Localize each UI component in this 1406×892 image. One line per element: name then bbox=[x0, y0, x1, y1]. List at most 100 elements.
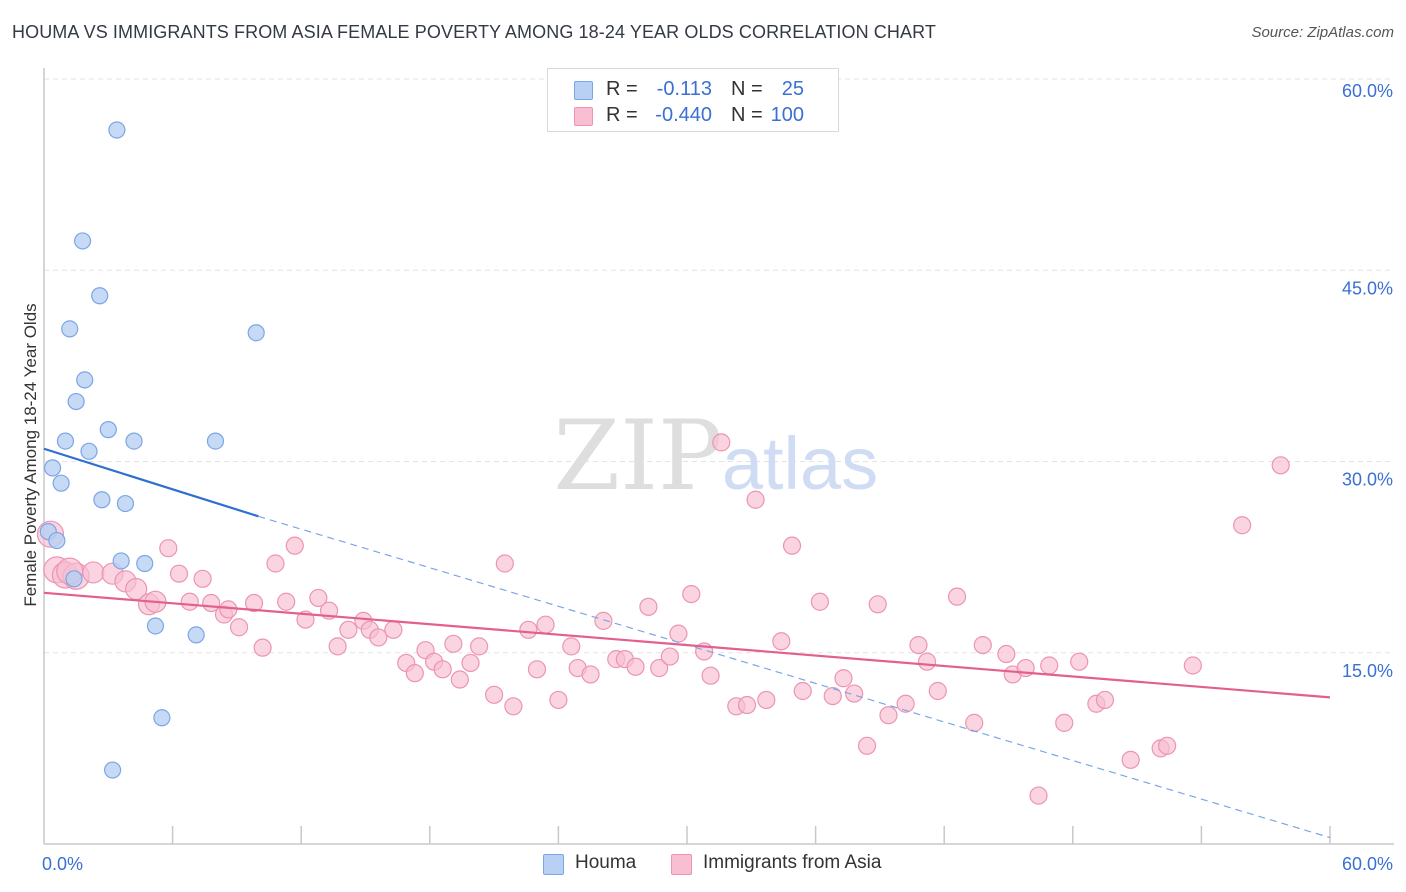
asia-point bbox=[823, 686, 842, 706]
asia-point bbox=[519, 620, 538, 639]
asia-point bbox=[219, 600, 238, 619]
asia-point bbox=[328, 637, 347, 656]
watermark-atlas: atlas bbox=[722, 422, 878, 505]
y-tick-label: 30.0% bbox=[1342, 470, 1393, 490]
asia-point bbox=[549, 690, 568, 710]
asia-point bbox=[868, 595, 887, 614]
houma-point bbox=[91, 287, 109, 305]
asia-point bbox=[701, 666, 720, 685]
houma-point bbox=[52, 474, 70, 492]
asia-trend-line bbox=[43, 591, 1331, 699]
n-label: N = bbox=[731, 104, 763, 126]
asia-point bbox=[253, 638, 272, 657]
asia-point bbox=[1029, 786, 1048, 805]
asia-point bbox=[737, 695, 757, 715]
asia-point bbox=[469, 637, 489, 656]
asia-point bbox=[229, 618, 249, 637]
asia-point bbox=[277, 592, 296, 611]
asia-point bbox=[947, 587, 967, 606]
legend-row-houma: R = -0.113 N = 25 bbox=[548, 76, 838, 102]
asia-point bbox=[965, 713, 984, 732]
asia-point bbox=[485, 685, 504, 704]
houma-point bbox=[61, 320, 79, 338]
asia-point bbox=[757, 690, 776, 710]
asia-point bbox=[660, 647, 679, 666]
asia-point bbox=[444, 634, 463, 653]
n-value: 25 bbox=[781, 78, 804, 100]
y-axis-label: Female Poverty Among 18-24 Year Olds bbox=[21, 303, 40, 607]
asia-point bbox=[285, 536, 304, 555]
asia-point bbox=[834, 669, 853, 688]
asia-point bbox=[536, 615, 555, 634]
gridlines bbox=[44, 78, 1394, 654]
houma-point bbox=[146, 617, 165, 635]
houma-point bbox=[153, 709, 171, 727]
houma-legend-swatch bbox=[543, 854, 564, 875]
asia-point bbox=[244, 593, 264, 613]
houma-point bbox=[80, 442, 98, 460]
asia-point bbox=[180, 592, 199, 611]
houma-point bbox=[56, 432, 75, 450]
asia-point bbox=[772, 632, 791, 651]
asia-point bbox=[339, 620, 358, 639]
asia-point bbox=[1070, 652, 1089, 671]
asia-point bbox=[1040, 656, 1059, 675]
n-value: 100 bbox=[770, 104, 804, 126]
asia-point bbox=[1183, 656, 1202, 675]
r-value: -0.113 bbox=[656, 78, 712, 100]
houma-point bbox=[136, 554, 154, 573]
asia-point bbox=[405, 664, 424, 683]
houma-point bbox=[125, 432, 143, 450]
asia-point bbox=[845, 684, 864, 703]
asia-point bbox=[1095, 690, 1115, 710]
trend-lines bbox=[43, 447, 1331, 839]
chart-source: Source: ZipAtlas.com bbox=[1251, 24, 1394, 41]
asia-point bbox=[159, 539, 178, 558]
asia-point bbox=[650, 658, 669, 678]
x-tick-label: 0.0% bbox=[42, 854, 83, 874]
asia-swatch bbox=[574, 107, 593, 126]
houma-point bbox=[76, 371, 94, 389]
asia-point bbox=[82, 561, 105, 584]
r-value: -0.440 bbox=[655, 104, 712, 126]
houma-point bbox=[93, 491, 111, 509]
legend-row-asia: R = -0.440 N = 100 bbox=[548, 102, 838, 128]
asia-point bbox=[746, 490, 765, 509]
asia-point bbox=[782, 536, 802, 555]
asia-point bbox=[810, 592, 829, 611]
y-tick-label: 60.0% bbox=[1342, 81, 1393, 101]
asia-point bbox=[450, 670, 469, 689]
houma-trend-extension bbox=[258, 515, 1331, 839]
asia-point bbox=[1121, 750, 1140, 769]
houma-point bbox=[112, 552, 130, 570]
asia-point bbox=[527, 660, 547, 679]
houma-point bbox=[99, 421, 117, 439]
asia-point bbox=[909, 635, 928, 655]
houma-legend-label: Houma bbox=[575, 852, 637, 873]
houma-point bbox=[43, 459, 62, 477]
houma-point bbox=[116, 494, 135, 513]
y-tick-label: 45.0% bbox=[1342, 278, 1393, 298]
asia-legend-swatch bbox=[671, 854, 692, 875]
houma-point bbox=[67, 392, 85, 411]
y-tick-label: 15.0% bbox=[1342, 661, 1393, 681]
asia-point bbox=[369, 628, 388, 647]
asia-point bbox=[793, 681, 812, 701]
houma-point bbox=[206, 432, 225, 450]
asia-point bbox=[896, 694, 915, 713]
asia-point bbox=[1271, 456, 1290, 475]
asia-point bbox=[433, 660, 452, 679]
asia-point bbox=[973, 635, 992, 655]
asia-point bbox=[193, 569, 212, 588]
chart-title: HOUMA VS IMMIGRANTS FROM ASIA FEMALE POV… bbox=[12, 22, 936, 42]
tick-labels: 15.0% 30.0% 45.0% 60.0% 0.0% 60.0% bbox=[42, 81, 1393, 874]
houma-points bbox=[39, 121, 265, 779]
houma-point bbox=[187, 626, 205, 644]
asia-point bbox=[626, 657, 645, 676]
houma-point bbox=[247, 324, 265, 342]
asia-points bbox=[36, 433, 1290, 805]
r-label: R = bbox=[606, 78, 638, 100]
asia-point bbox=[562, 637, 581, 656]
asia-point bbox=[309, 588, 328, 608]
